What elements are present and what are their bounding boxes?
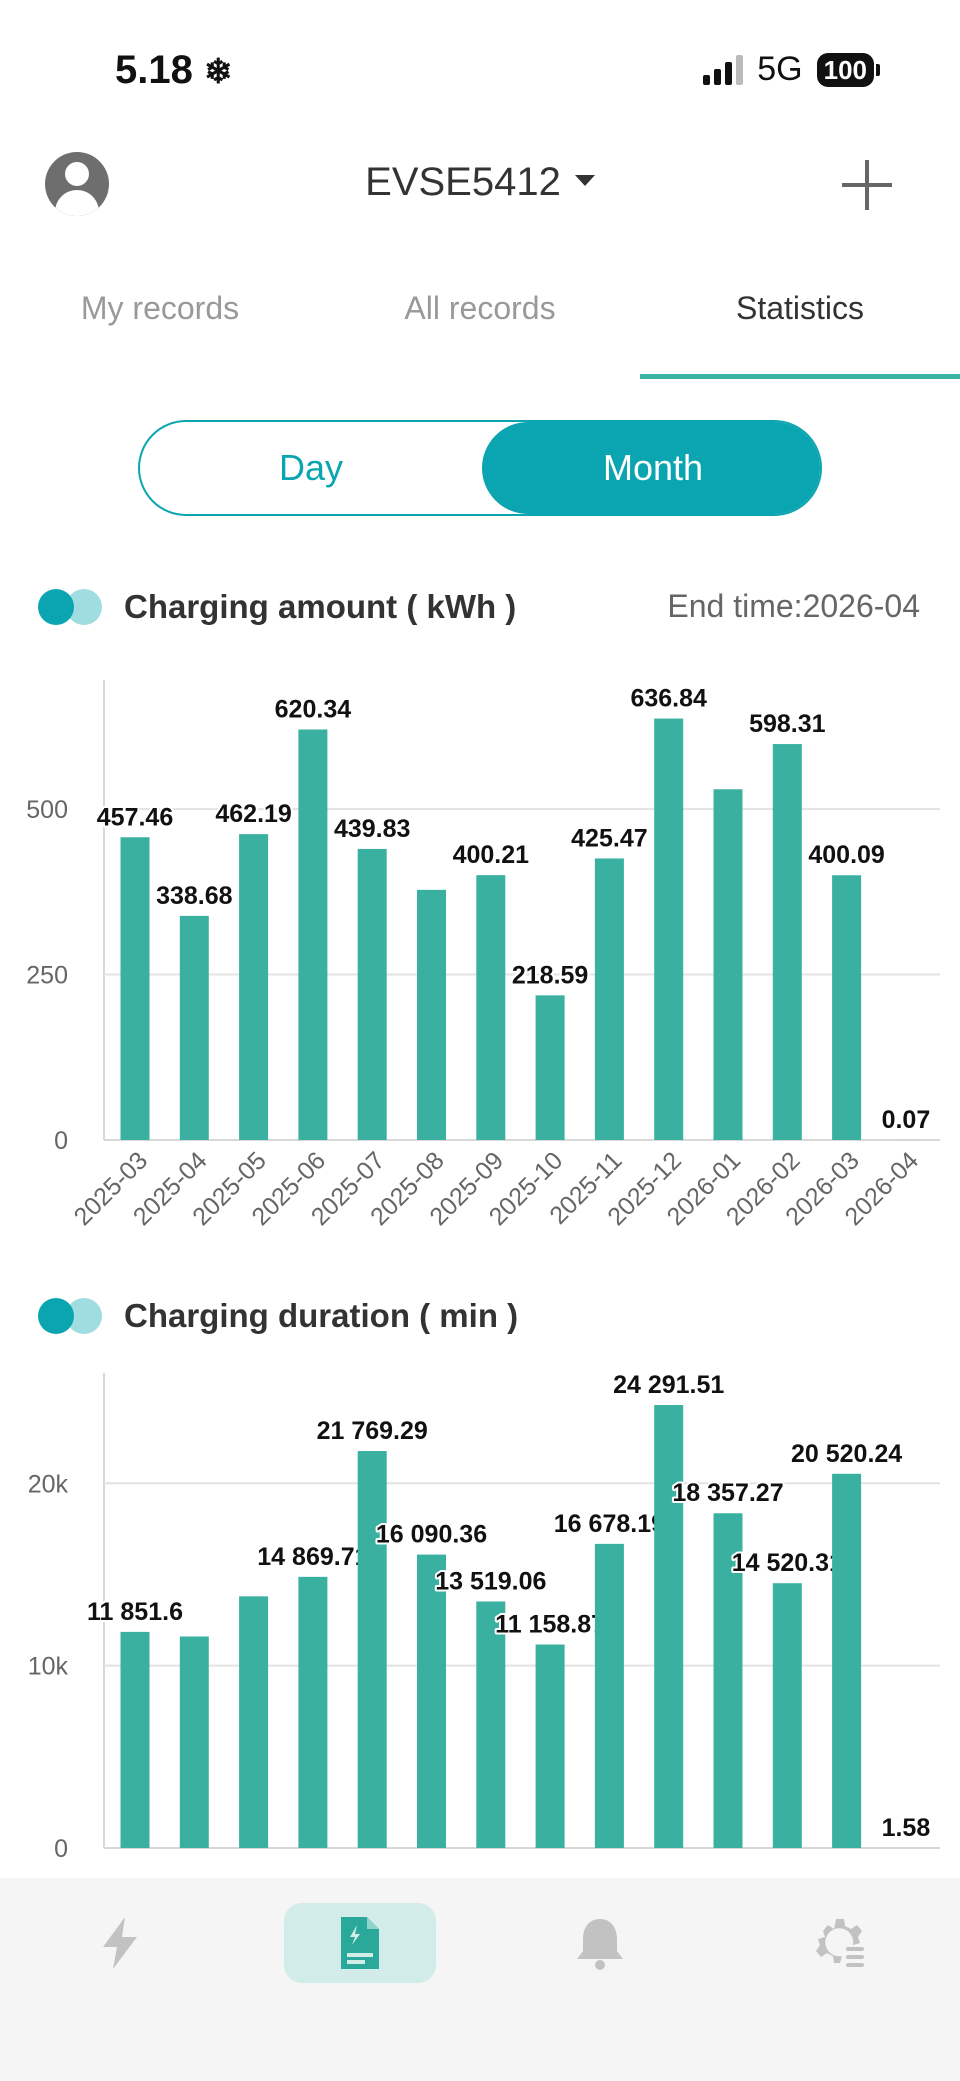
- bar-2025-11[interactable]: [594, 1543, 624, 1848]
- battery-icon: 100: [816, 52, 880, 87]
- y-tick-label: 500: [26, 796, 68, 824]
- bar-2025-12[interactable]: [654, 1405, 684, 1848]
- bottom-nav: [0, 1878, 960, 2081]
- data-label: 14 520.31: [732, 1549, 843, 1577]
- status-bar: 5.18 ❄ 5G 100: [0, 0, 960, 130]
- bar-2025-05[interactable]: [239, 834, 269, 1140]
- nav-records[interactable]: [240, 1878, 480, 2008]
- bell-icon: [573, 1915, 627, 1971]
- nav-charging[interactable]: [0, 1878, 240, 2008]
- data-label: 462.19: [215, 800, 291, 828]
- bar-2026-01[interactable]: [713, 789, 743, 1140]
- day-toggle-button[interactable]: Day: [278, 447, 344, 488]
- clock-text: 5.18: [115, 48, 193, 92]
- bar-2025-06[interactable]: [298, 1576, 328, 1848]
- data-label: 16 090.36: [376, 1521, 487, 1549]
- data-label: 24 291.51: [613, 1371, 724, 1399]
- lightning-icon: [97, 1915, 143, 1971]
- energy-section-title: Charging amount ( kWh ): [38, 588, 516, 626]
- y-tick-label: 20k: [28, 1470, 69, 1498]
- data-label: 11 158.87: [495, 1611, 605, 1639]
- bar-2025-09[interactable]: [476, 1601, 506, 1848]
- duration-bar-chart: 0 10k 20k 11 851.6 14 869.71 21 769.29 16 090.…: [28, 1369, 940, 1863]
- bar-2025-05[interactable]: [239, 1596, 269, 1848]
- data-label: 620.34: [275, 695, 352, 723]
- bar-2025-06[interactable]: [298, 729, 328, 1140]
- app-header: EVSE5412: [0, 140, 960, 240]
- battery-level: 100: [816, 52, 874, 87]
- tab-all-records[interactable]: All records: [404, 290, 556, 326]
- bar-2026-01[interactable]: [713, 1513, 743, 1848]
- y-tick-label: 250: [26, 962, 68, 990]
- duration-title: Charging duration ( min ): [124, 1297, 519, 1334]
- nav-settings[interactable]: [720, 1878, 960, 2008]
- duration-chart: 0 10k 20k 11 851.6 14 869.71 21 769.29 16 090.…: [0, 1368, 960, 1878]
- data-label: 400.21: [453, 841, 530, 869]
- data-label: 457.46: [97, 803, 173, 831]
- data-label: 14 869.71: [257, 1543, 368, 1571]
- legend-dots-icon: [38, 589, 104, 625]
- legend-dots-icon: [38, 1298, 104, 1334]
- data-label: 636.84: [630, 685, 707, 713]
- status-time: 5.18 ❄: [115, 48, 232, 93]
- data-label: 21 769.29: [317, 1417, 428, 1445]
- bar-2026-02[interactable]: [772, 1583, 802, 1848]
- data-label: 18 357.27: [672, 1479, 783, 1507]
- y-tick-label: 0: [54, 1127, 68, 1155]
- bar-2025-07[interactable]: [357, 848, 387, 1140]
- data-label: 11 851.6: [87, 1598, 183, 1626]
- y-tick-label: 10k: [28, 1653, 69, 1681]
- tab-statistics[interactable]: Statistics: [735, 290, 865, 326]
- caret-down-icon: [574, 174, 595, 186]
- data-label: 0.07: [882, 1106, 931, 1134]
- network-type: 5G: [757, 50, 803, 88]
- status-indicators: 5G 100: [703, 50, 880, 89]
- bar-2025-09[interactable]: [476, 875, 506, 1140]
- data-label: 16 678.19: [554, 1510, 665, 1538]
- bar-2025-03[interactable]: [120, 837, 150, 1140]
- bar-2025-07[interactable]: [357, 1451, 387, 1848]
- bar-2025-12[interactable]: [654, 718, 684, 1140]
- add-device-button[interactable]: [842, 160, 892, 210]
- device-name: EVSE5412: [365, 160, 561, 204]
- gear-settings-icon: [812, 1915, 868, 1971]
- y-tick-label: 0: [54, 1835, 68, 1863]
- bar-2025-10[interactable]: [535, 1644, 565, 1848]
- nav-notifications[interactable]: [480, 1878, 720, 2008]
- data-label: 20 520.24: [791, 1440, 902, 1468]
- tab-bar: My records All records Statistics: [0, 280, 960, 380]
- device-selector[interactable]: EVSE5412: [0, 160, 960, 205]
- bar-2026-03[interactable]: [832, 1473, 862, 1848]
- bar-2026-03[interactable]: [832, 875, 862, 1140]
- data-label: 400.09: [808, 841, 884, 869]
- bar-2025-08[interactable]: [417, 889, 446, 1140]
- active-tab-indicator: [640, 374, 960, 379]
- period-toggle: Day Month: [138, 420, 822, 516]
- month-toggle-button[interactable]: Month: [482, 422, 820, 514]
- data-label: 439.83: [334, 815, 410, 843]
- bar-2025-08[interactable]: [417, 1554, 446, 1848]
- bar-2025-04[interactable]: [179, 1636, 209, 1848]
- bar-2025-03[interactable]: [120, 1631, 150, 1848]
- data-label: 425.47: [571, 824, 647, 852]
- duration-section-title: Charging duration ( min ): [38, 1297, 518, 1335]
- data-label: 1.58: [882, 1814, 931, 1842]
- charging-record-icon: [337, 1915, 383, 1971]
- energy-title: Charging amount ( kWh ): [124, 588, 517, 625]
- data-label: 338.68: [156, 882, 233, 910]
- snowflake-icon: ❄: [203, 53, 233, 91]
- data-label: 13 519.06: [435, 1567, 546, 1595]
- end-time-selector[interactable]: End time:2026-04: [667, 588, 920, 624]
- bar-2026-02[interactable]: [772, 744, 802, 1140]
- bar-2025-10[interactable]: [535, 995, 565, 1140]
- data-label: 218.59: [512, 961, 588, 989]
- tab-my-records[interactable]: My records: [80, 290, 240, 326]
- bar-2025-04[interactable]: [179, 915, 209, 1140]
- data-label: 598.31: [749, 710, 826, 738]
- bar-2025-11[interactable]: [594, 858, 624, 1140]
- avatar[interactable]: [45, 152, 109, 216]
- energy-chart: 0 250 500 457.46 2025-03 338.68 2025-04 462.19 2…: [0, 660, 960, 1260]
- signal-icon: [703, 54, 744, 85]
